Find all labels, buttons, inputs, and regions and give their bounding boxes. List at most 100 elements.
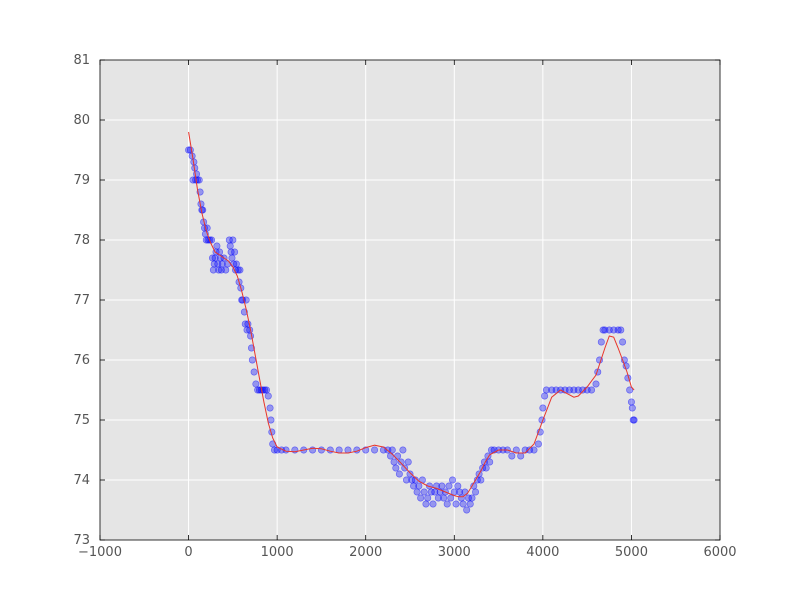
- scatter-point: [627, 398, 635, 406]
- x-tick-label: 6000: [703, 545, 736, 560]
- scatter-point: [541, 392, 549, 400]
- scatter-point: [472, 488, 480, 496]
- scatter-point: [224, 260, 232, 268]
- scatter-point: [225, 236, 233, 244]
- scatter-point: [628, 404, 636, 412]
- scatter-point: [392, 464, 400, 472]
- scatter-point: [210, 260, 218, 268]
- scatter-point: [415, 482, 423, 490]
- scatter-point: [186, 146, 194, 154]
- scatter-point: [399, 446, 407, 454]
- y-tick-label: 74: [73, 473, 90, 488]
- scatter-point: [447, 494, 455, 502]
- scatter-point: [424, 494, 432, 502]
- scatter-point: [454, 482, 462, 490]
- scatter-point: [247, 332, 255, 340]
- scatter-point: [477, 476, 485, 484]
- scatter-point: [264, 392, 272, 400]
- scatter-point: [517, 452, 525, 460]
- scatter-point: [482, 464, 490, 472]
- scatter-point: [539, 404, 547, 412]
- scatter-point: [326, 446, 334, 454]
- scatter-point: [614, 326, 622, 334]
- scatter-point: [404, 458, 412, 466]
- y-tick-label: 73: [73, 533, 90, 548]
- scatter-point: [411, 476, 419, 484]
- scatter-point: [236, 266, 244, 274]
- scatter-point: [317, 446, 325, 454]
- scatter-point: [468, 494, 476, 502]
- x-tick-label: 1000: [261, 545, 294, 560]
- scatter-point: [252, 380, 260, 388]
- scatter-point: [443, 500, 451, 508]
- scatter-point: [397, 458, 405, 466]
- scatter-point: [387, 452, 395, 460]
- scatter-point: [215, 266, 223, 274]
- fit-line: [188, 131, 635, 498]
- scatter-point: [438, 482, 446, 490]
- x-tick-label: −1000: [78, 545, 122, 560]
- scatter-point: [597, 338, 605, 346]
- scatter-point: [390, 458, 398, 466]
- scatter-point: [213, 242, 221, 250]
- y-tick-label: 76: [73, 353, 90, 368]
- scatter-point: [630, 416, 638, 424]
- scatter-point: [413, 488, 421, 496]
- y-tick-label: 79: [73, 173, 90, 188]
- scatter-point: [247, 344, 255, 352]
- fit-line-layer: [188, 131, 635, 498]
- scatter-point: [420, 488, 428, 496]
- x-tick-label: 4000: [526, 545, 559, 560]
- scatter-point: [445, 482, 453, 490]
- x-tick-label: 5000: [615, 545, 648, 560]
- scatter-point: [417, 494, 425, 502]
- scatter-point: [487, 446, 495, 454]
- scatter-point: [406, 470, 414, 478]
- y-tick-label: 75: [73, 413, 90, 428]
- scatter-point: [461, 488, 469, 496]
- scatter-point: [222, 266, 230, 274]
- x-tick-label: 3000: [438, 545, 471, 560]
- scatter-point: [227, 248, 235, 256]
- scatter-point: [209, 266, 217, 274]
- scatter-point: [401, 464, 409, 472]
- scatter-point: [486, 458, 494, 466]
- scatter-point: [266, 404, 274, 412]
- scatter-point: [263, 386, 271, 394]
- scatter-point: [422, 500, 430, 508]
- scatter-point: [402, 476, 410, 484]
- scatter-point: [395, 470, 403, 478]
- x-tick-label: 0: [184, 545, 192, 560]
- scatter-point: [459, 500, 467, 508]
- scatter-point: [463, 506, 471, 514]
- scatter-points: [185, 146, 638, 514]
- scatter-point: [534, 440, 542, 448]
- scatter-point: [270, 446, 278, 454]
- scatter-point: [195, 176, 203, 184]
- scatter-point: [267, 416, 275, 424]
- scatter-point: [193, 170, 201, 178]
- scatter-point: [231, 248, 239, 256]
- scatter-point: [427, 488, 435, 496]
- scatter-point: [617, 326, 625, 334]
- scatter-point: [429, 500, 437, 508]
- scatter-point: [254, 386, 262, 394]
- scatter-point: [211, 254, 219, 262]
- scatter-point: [248, 356, 256, 364]
- scatter-point: [229, 236, 237, 244]
- y-tick-label: 78: [73, 233, 90, 248]
- scatter-point: [250, 368, 258, 376]
- y-tick-label: 81: [73, 53, 90, 68]
- y-tick-label: 80: [73, 113, 90, 128]
- scatter-point: [530, 446, 538, 454]
- scatter-point: [449, 476, 457, 484]
- scatter-point: [619, 338, 627, 346]
- scatter-point: [588, 386, 596, 394]
- scatter-point: [228, 254, 236, 262]
- scatter-point: [542, 386, 550, 394]
- scatter-point: [508, 452, 516, 460]
- scatter-point: [592, 380, 600, 388]
- scatter-point: [440, 494, 448, 502]
